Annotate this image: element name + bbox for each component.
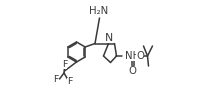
Text: H₂N: H₂N — [89, 6, 108, 16]
Text: NH: NH — [125, 51, 140, 61]
Text: F: F — [62, 60, 67, 69]
Text: O: O — [129, 66, 137, 76]
Text: N: N — [105, 33, 113, 43]
Text: F: F — [54, 74, 59, 84]
Text: F: F — [67, 78, 73, 86]
Text: O: O — [137, 51, 145, 61]
